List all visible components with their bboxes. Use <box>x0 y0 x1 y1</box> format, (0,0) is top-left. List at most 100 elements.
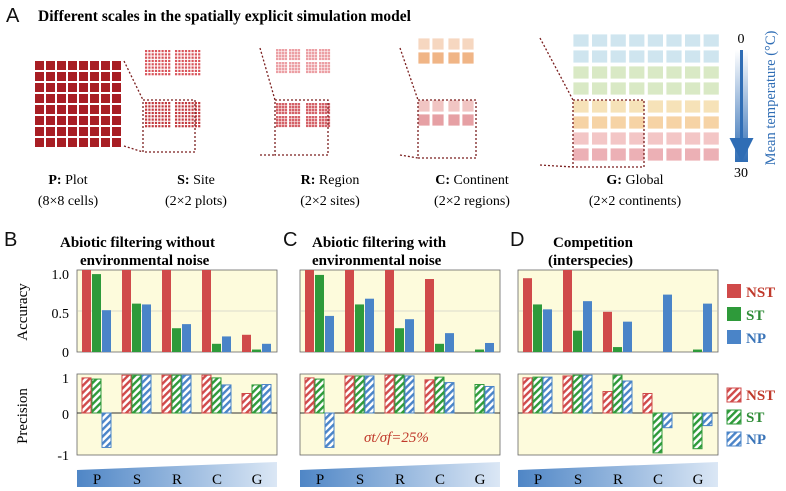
grid-cell <box>178 118 181 121</box>
grid-cell <box>175 69 178 72</box>
grid-cell <box>327 64 331 68</box>
accuracy-bar-st <box>395 328 404 352</box>
plot-cell <box>112 72 121 81</box>
plot-cell <box>101 138 110 147</box>
grid-cell <box>284 67 288 71</box>
grid-cell <box>184 63 188 66</box>
grid-cell <box>306 118 309 122</box>
plot-cell <box>46 116 55 125</box>
grid-cell <box>154 108 158 111</box>
grid-cell <box>281 62 285 65</box>
grid-cell <box>175 53 178 56</box>
plot-cell <box>90 94 99 103</box>
grid-cell <box>145 50 148 53</box>
grid-cell <box>164 63 167 66</box>
grid-cell <box>278 116 282 119</box>
global-cell <box>665 115 683 130</box>
grid-cell <box>178 59 181 63</box>
accuracy-bar-np <box>142 304 151 352</box>
grid-cell <box>191 118 194 121</box>
grid-cell <box>327 67 331 71</box>
grid-cell <box>181 102 184 105</box>
grid-cell <box>278 103 282 106</box>
accuracy-bar-np <box>222 336 231 352</box>
grid-cell <box>278 70 282 74</box>
grid-cell <box>145 59 148 63</box>
precision-bar-nst <box>562 375 573 414</box>
precision-bar-np <box>484 385 495 414</box>
grid-cell <box>145 118 148 121</box>
grid-cell <box>281 111 285 115</box>
grid-cell <box>314 70 318 74</box>
global-cell <box>591 33 608 48</box>
grid-cell <box>158 69 161 72</box>
grid-cell <box>158 125 161 128</box>
grid-cell <box>311 70 315 74</box>
grid-cell <box>161 102 164 105</box>
accuracy-bar-st <box>475 349 484 352</box>
grid-cell <box>145 111 148 115</box>
global-cell <box>609 115 627 130</box>
grid-cell <box>145 125 148 128</box>
grid-cell <box>311 111 315 115</box>
plot-cell <box>68 61 77 70</box>
global-cell <box>628 65 646 80</box>
legend-hatch-label-nst: NST <box>746 388 775 404</box>
accuracy-bar-np <box>182 324 191 352</box>
grid-cell <box>321 111 325 115</box>
global-cell <box>609 131 627 146</box>
accuracy-bar-st <box>693 349 702 352</box>
grid-cell <box>188 53 191 56</box>
temperature-scale: 0 30 Mean temperature (°C) <box>729 31 779 181</box>
plot-cell <box>68 127 77 136</box>
grid-cell <box>161 53 164 56</box>
grid-cell <box>314 116 318 119</box>
grid-cell <box>148 56 151 59</box>
global-cell <box>572 131 590 146</box>
grid-cell <box>148 105 151 108</box>
grid-cell <box>324 108 328 112</box>
global-cell <box>609 81 627 96</box>
grid-cell <box>281 67 285 71</box>
grid-cell <box>276 67 279 71</box>
grid-cell <box>294 116 298 119</box>
grid-cell <box>161 115 164 118</box>
grid-cell <box>289 118 292 122</box>
plot-cell <box>112 61 121 70</box>
global-cell <box>628 147 646 162</box>
grid-cell <box>158 56 161 59</box>
plot-cell <box>46 61 55 70</box>
grid-cell <box>308 67 312 71</box>
legend-label-st: ST <box>746 308 764 324</box>
precision-bar-nst <box>642 393 653 414</box>
grid-cell <box>308 64 312 68</box>
plot-cell <box>112 83 121 92</box>
grid-cell <box>276 111 279 115</box>
grid-cell <box>314 121 318 125</box>
grid-cell <box>324 64 328 68</box>
grid-cell <box>291 105 295 109</box>
grid-cell <box>327 54 331 58</box>
plot-cell <box>57 72 66 81</box>
grid-cell <box>154 111 158 115</box>
grid-cell <box>161 59 164 63</box>
grid-cell <box>314 118 318 122</box>
grid-cell <box>161 105 164 108</box>
grid-cell <box>194 118 197 121</box>
grid-cell <box>327 108 331 112</box>
grid-cell <box>276 49 279 52</box>
grid-cell <box>314 51 318 55</box>
grid-cell <box>284 57 288 61</box>
grid-cell <box>184 69 188 72</box>
grid-cell <box>154 118 158 121</box>
grid-cell <box>319 54 322 58</box>
plot-cell <box>90 105 99 114</box>
grid-cell <box>289 108 292 112</box>
legend-label-np: NP <box>746 331 766 347</box>
panel-a-title: Different scales in the spatially explic… <box>38 8 412 25</box>
grid-cell <box>175 125 178 128</box>
grid-cell <box>314 108 318 112</box>
grid-cell <box>145 69 148 72</box>
plot-cell <box>35 72 44 81</box>
